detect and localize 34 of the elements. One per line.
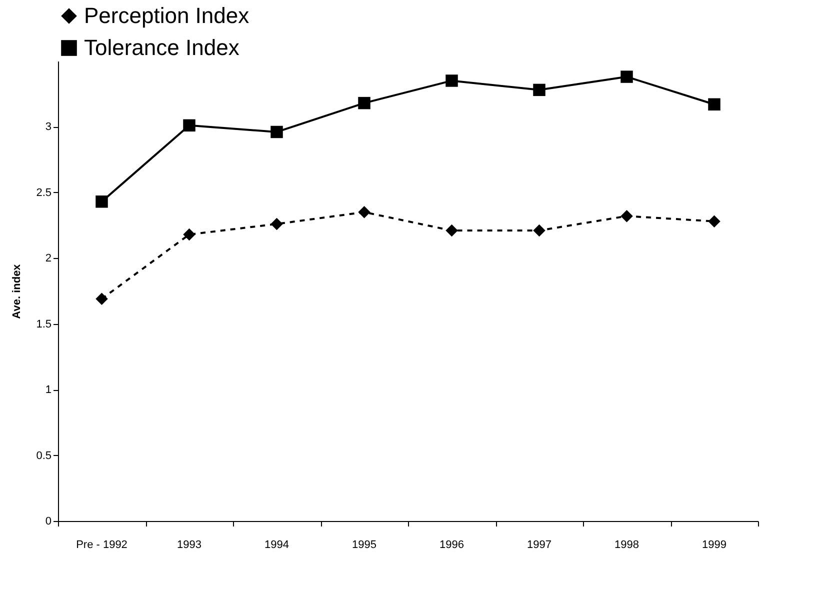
point — [183, 119, 196, 132]
point — [96, 292, 108, 306]
point — [620, 70, 633, 83]
y-tick-label: 0.5 — [36, 450, 52, 462]
point — [270, 218, 283, 230]
y-tick-label: 3 — [45, 121, 52, 134]
point — [358, 96, 370, 110]
legend-label: Perception Index — [84, 3, 250, 28]
x-tick-label: 1993 — [177, 539, 202, 551]
x-tick-label: 1998 — [614, 539, 639, 551]
y-axis-title: Ave. index — [11, 263, 24, 319]
point — [358, 206, 370, 218]
x-tick-label: Pre - 1992 — [76, 539, 128, 551]
y-tick-label: 1.5 — [36, 318, 52, 330]
y-tick-label: 0 — [45, 516, 52, 528]
x-tick-label: 1997 — [527, 539, 552, 551]
point — [708, 98, 720, 110]
y-tick-label: 1 — [45, 384, 52, 396]
point — [270, 126, 283, 138]
point — [446, 74, 458, 87]
point — [446, 224, 458, 237]
x-tick-label: 1999 — [702, 539, 726, 551]
x-tick-label: 1996 — [440, 539, 464, 551]
point — [533, 84, 546, 96]
y-tick-label: 2 — [45, 252, 52, 265]
point — [533, 224, 546, 237]
point — [620, 210, 633, 222]
x-tick-label: 1994 — [264, 539, 289, 551]
y-tick-label: 2.5 — [36, 186, 52, 199]
point — [183, 228, 196, 241]
point — [96, 196, 108, 208]
x-tick-label: 1995 — [352, 539, 376, 551]
legend-label: Tolerance Index — [84, 35, 240, 60]
point — [708, 215, 720, 228]
